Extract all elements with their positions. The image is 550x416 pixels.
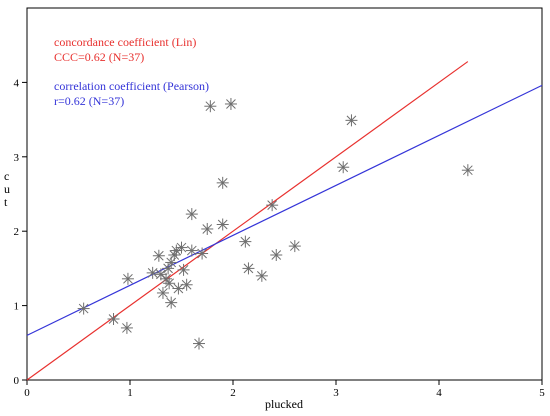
x-tick-label: 0 — [24, 387, 30, 399]
x-tick-label: 4 — [436, 387, 442, 399]
data-point — [146, 266, 159, 279]
data-point — [107, 312, 120, 325]
data-point — [239, 235, 252, 248]
data-point — [152, 249, 165, 262]
data-point — [345, 114, 358, 127]
y-tick-label: 1 — [14, 301, 20, 313]
data-point — [266, 199, 279, 212]
data-point — [216, 176, 229, 189]
annotation-title: correlation coefficient (Pearson) — [54, 79, 209, 93]
data-point — [216, 218, 229, 231]
fit-lines — [26, 61, 543, 381]
data-point — [175, 241, 188, 254]
x-tick-label: 2 — [230, 387, 236, 399]
data-point — [120, 321, 133, 334]
data-point — [255, 269, 268, 282]
data-point — [154, 268, 167, 281]
x-axis-title: plucked — [265, 397, 303, 411]
data-point — [77, 302, 90, 315]
concordance-line — [26, 61, 469, 381]
y-tick-label: 3 — [14, 152, 20, 164]
y-tick-label: 4 — [14, 77, 20, 89]
data-point — [242, 262, 255, 275]
data-point — [156, 286, 169, 299]
correlation-line — [26, 84, 543, 336]
y-tick-label: 2 — [14, 226, 20, 238]
data-point — [337, 161, 350, 174]
x-tick-label: 1 — [127, 387, 133, 399]
data-point — [461, 164, 474, 177]
annotation-value: r=0.62 (N=37) — [54, 94, 124, 108]
plot-frame — [26, 7, 543, 381]
x-tick-label: 3 — [333, 387, 339, 399]
data-point — [165, 296, 178, 309]
x-tick-label: 5 — [539, 387, 545, 399]
data-point — [224, 97, 237, 110]
tick-layer: 0 1 2 3 4 5 0 1 2 3 4 — [14, 77, 546, 399]
data-point — [204, 100, 217, 113]
data-point — [185, 244, 198, 257]
data-point — [196, 247, 209, 260]
data-points — [77, 97, 474, 350]
annotation-value: CCC=0.62 (N=37) — [54, 50, 144, 64]
y-tick-label: 0 — [14, 375, 20, 387]
data-point — [180, 278, 193, 291]
data-point — [177, 263, 190, 276]
data-point — [193, 337, 206, 350]
data-point — [185, 208, 198, 221]
data-point — [288, 240, 301, 253]
data-point — [163, 277, 176, 290]
annotation-title: concordance coefficient (Lin) — [54, 35, 196, 49]
annotations: concordance coefficient (Lin)CCC=0.62 (N… — [54, 35, 209, 108]
data-point — [201, 222, 214, 235]
data-point — [121, 272, 134, 285]
data-point — [270, 249, 283, 262]
